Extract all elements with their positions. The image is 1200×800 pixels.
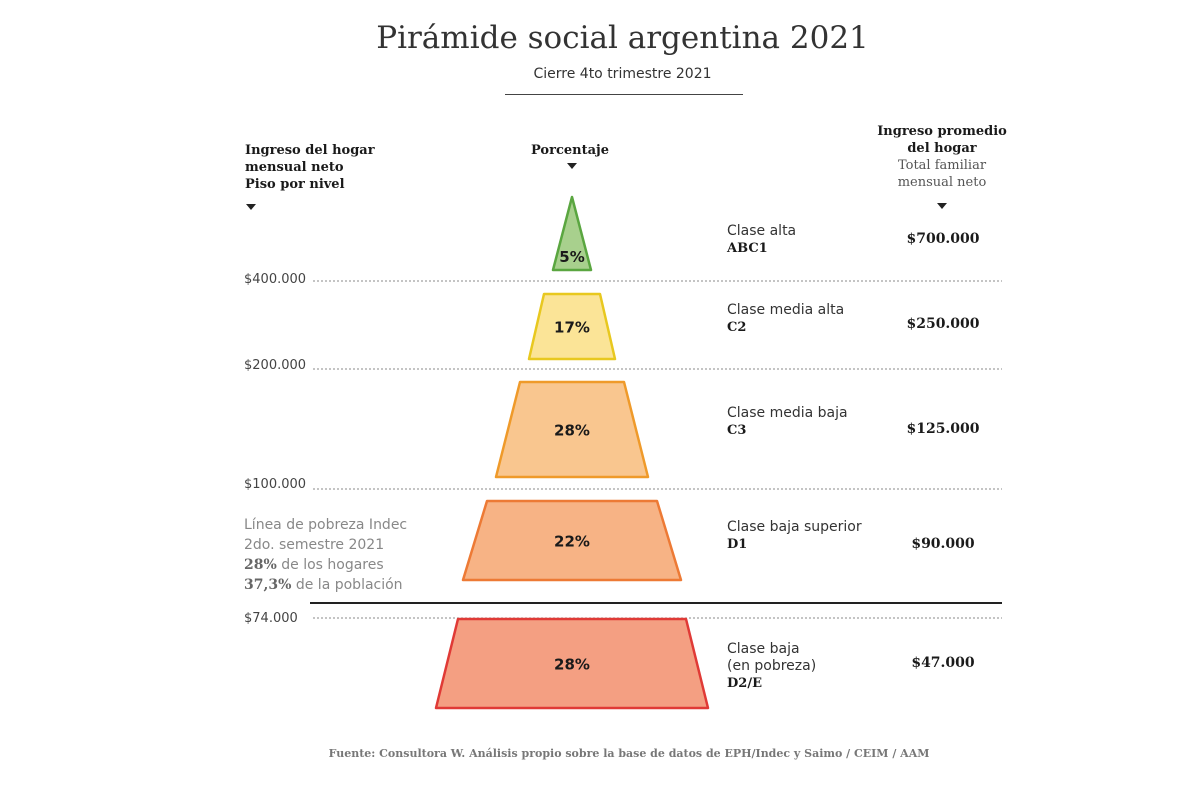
arrow-down-icon: [246, 204, 256, 210]
class-name: Clase alta: [727, 223, 797, 239]
class-label-c2: Clase media alta C2: [727, 302, 844, 336]
percentage-label: 17%: [554, 319, 590, 337]
pyramid-level-c2: [527, 292, 617, 361]
header-income-floor: Ingreso del hogar mensual neto Piso por …: [245, 142, 375, 193]
pyramid-level-d1: [461, 499, 683, 582]
header-income-floor-line1: Ingreso del hogar: [245, 143, 375, 158]
poverty-note-line1: Línea de pobreza Indec: [244, 517, 408, 533]
header-average-income-line3: Total familiar: [897, 158, 987, 173]
header-income-floor-line2: mensual neto: [245, 160, 344, 175]
class-label-abc1: Clase alta ABC1: [727, 223, 796, 257]
avg-income-value: $125.000: [906, 421, 980, 437]
header-average-income: Ingreso promedio del hogar Total familia…: [862, 123, 1022, 191]
arrow-down-icon: [937, 203, 947, 209]
poverty-note-line2: 2do. semestre 2021: [244, 537, 385, 553]
title-underline: [505, 94, 743, 95]
avg-income-value: $90.000: [911, 536, 975, 552]
tick-label-income-floor: $74.000: [244, 611, 298, 626]
class-name: Clase media alta: [727, 302, 845, 318]
class-code: ABC1: [727, 241, 768, 256]
class-name: Clase media baja: [727, 405, 848, 421]
tick-label-income-floor: $200.000: [244, 358, 307, 373]
class-code: D2/E: [727, 676, 762, 691]
header-percentage: Porcentaje: [531, 143, 609, 158]
chart-title: Pirámide social argentina 2021: [376, 20, 869, 56]
poverty-note: Línea de pobreza Indec 2do. semestre 202…: [244, 515, 407, 595]
class-label-c3: Clase media baja C3: [727, 405, 848, 439]
arrow-down-icon: [567, 163, 577, 169]
class-code: C2: [727, 320, 747, 335]
class-code: C3: [727, 423, 747, 438]
class-name-line2: (en pobreza): [727, 658, 817, 674]
chart-subtitle: Cierre 4to trimestre 2021: [533, 66, 712, 82]
class-name: Clase baja: [727, 641, 800, 657]
avg-income-value: $700.000: [906, 231, 980, 247]
poverty-note-population: 37,3% de la población: [244, 577, 403, 593]
source-note: Fuente: Consultora W. Análisis propio so…: [328, 747, 930, 760]
pyramid-level-c3: [494, 380, 650, 479]
tick-label-income-floor: $400.000: [244, 272, 307, 287]
poverty-note-households: 28% de los hogares: [244, 557, 384, 573]
class-label-d1: Clase baja superior D1: [727, 519, 862, 553]
pyramid-level-abc1: [551, 195, 593, 272]
avg-income-value: $47.000: [911, 655, 975, 671]
pyramid-shapes: 5% 17% 28% 22% 28%: [434, 195, 710, 710]
percentage-label: 28%: [554, 656, 590, 674]
tick-label-income-floor: $100.000: [244, 477, 307, 492]
percentage-label: 22%: [554, 533, 590, 551]
header-income-floor-line3: Piso por nivel: [245, 177, 345, 192]
header-average-income-line4: mensual neto: [897, 175, 987, 190]
class-code: D1: [727, 537, 748, 552]
class-label-d2e: Clase baja (en pobreza) D2/E: [727, 641, 816, 692]
percentage-label: 5%: [559, 248, 584, 266]
avg-income-value: $250.000: [906, 316, 980, 332]
percentage-label: 28%: [554, 422, 590, 440]
pyramid-level-d2e: [434, 617, 710, 710]
header-average-income-line2: del hogar: [907, 141, 977, 156]
header-average-income-line1: Ingreso promedio: [877, 124, 1007, 139]
class-name: Clase baja superior: [727, 519, 862, 535]
